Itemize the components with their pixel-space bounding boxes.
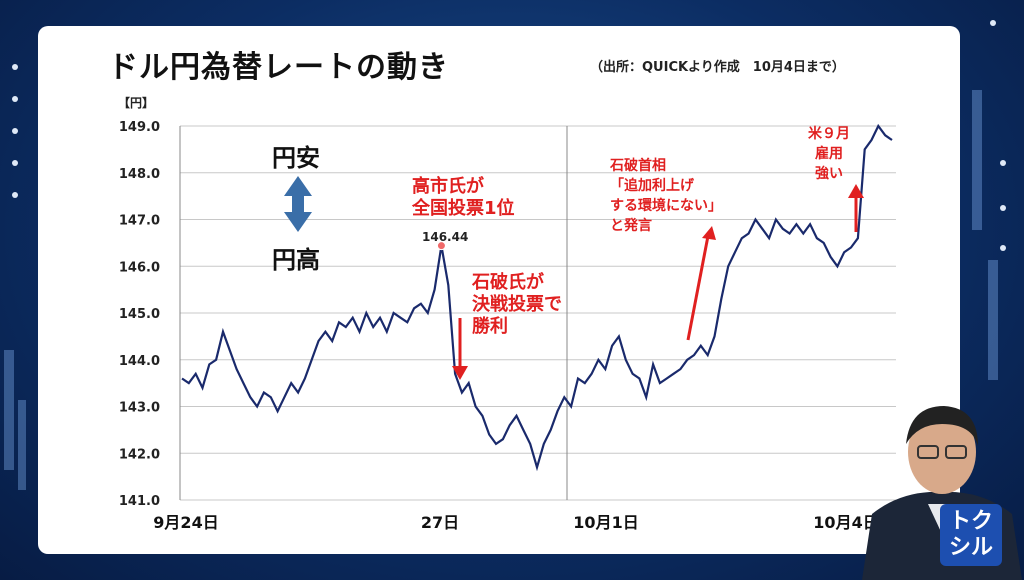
annotation-line: 雇用 <box>815 146 843 162</box>
annotation-line: 「追加利上げ <box>610 178 694 194</box>
annotation-line: 全国投票1位 <box>412 198 515 219</box>
series-line <box>181 123 893 472</box>
red-arrow-down-icon <box>452 318 468 380</box>
annotation-line: 決戦投票で <box>472 294 562 315</box>
us-jobs-annotation: 米９月 雇用 強い <box>800 124 858 184</box>
x-tick-label: 10月4日 <box>813 513 878 532</box>
y-tick-label: 149.0 <box>119 120 160 135</box>
decor-dot <box>1000 160 1006 166</box>
chart-panel <box>38 26 960 554</box>
decor-dot <box>12 64 18 70</box>
decor-dot <box>12 192 18 198</box>
x-tick-labels: 9月24日 27日 10月1日 10月4日 <box>153 513 878 532</box>
decor-dot <box>12 160 18 166</box>
strong-yen-label: 円高 <box>272 246 320 274</box>
y-tick-label: 142.0 <box>119 447 160 462</box>
decor-dot <box>990 20 996 26</box>
annotation-line: 米９月 <box>808 126 850 142</box>
decor-dot <box>12 96 18 102</box>
y-tick-label: 144.0 <box>119 354 160 369</box>
x-tick-label: 27日 <box>421 513 459 532</box>
annotation-line: 勝利 <box>472 316 508 337</box>
decor-dot <box>12 128 18 134</box>
annotation-line: する環境にない」 <box>610 198 722 214</box>
brand-logo: トクシル <box>940 504 1002 566</box>
annotation-line: 強い <box>815 166 843 182</box>
ishiba-win-annotation: 石破氏が 決戦投票で 勝利 <box>472 272 562 338</box>
chart-title: ドル円為替レートの動き <box>108 50 449 85</box>
red-arrow-up-icon <box>686 226 716 341</box>
decor-dot <box>1000 205 1006 211</box>
annotation-line: と発言 <box>610 218 652 234</box>
x-tick-label: 9月24日 <box>153 513 218 532</box>
decor-bar <box>4 350 14 470</box>
y-axis-unit: 【円】 <box>118 96 155 110</box>
double-arrow-icon <box>284 176 312 232</box>
peak-marker <box>436 241 446 251</box>
decor-bar <box>988 260 998 380</box>
weak-yen-label: 円安 <box>272 144 320 172</box>
peak-value-label: 146.44 <box>422 230 469 244</box>
y-tick-label: 146.0 <box>119 260 160 275</box>
decor-bar <box>972 90 982 230</box>
y-tick-labels: 149.0 148.0 147.0 146.0 145.0 144.0 143.0 142.0… <box>119 120 160 509</box>
annotation-line: 石破首相 <box>610 158 666 174</box>
annotation-line: 石破氏が <box>472 272 544 293</box>
y-tick-label: 145.0 <box>119 307 160 322</box>
y-tick-label: 143.0 <box>119 401 160 416</box>
y-tick-label: 148.0 <box>119 167 160 182</box>
decor-bar <box>18 400 26 490</box>
x-tick-label: 10月1日 <box>573 513 638 532</box>
annotation-line: 高市氏が <box>412 176 484 197</box>
red-arrow-up-icon <box>848 184 864 232</box>
decor-dot <box>1000 245 1006 251</box>
y-tick-label: 147.0 <box>119 214 160 229</box>
ishiba-remark-annotation: 石破首相 「追加利上げ する環境にない」 と発言 <box>610 156 722 236</box>
y-tick-label: 141.0 <box>119 494 160 509</box>
takaichi-annotation: 高市氏が 全国投票1位 <box>412 176 515 220</box>
source-note: （出所：QUICKより作成 10月4日まで） <box>590 60 845 75</box>
